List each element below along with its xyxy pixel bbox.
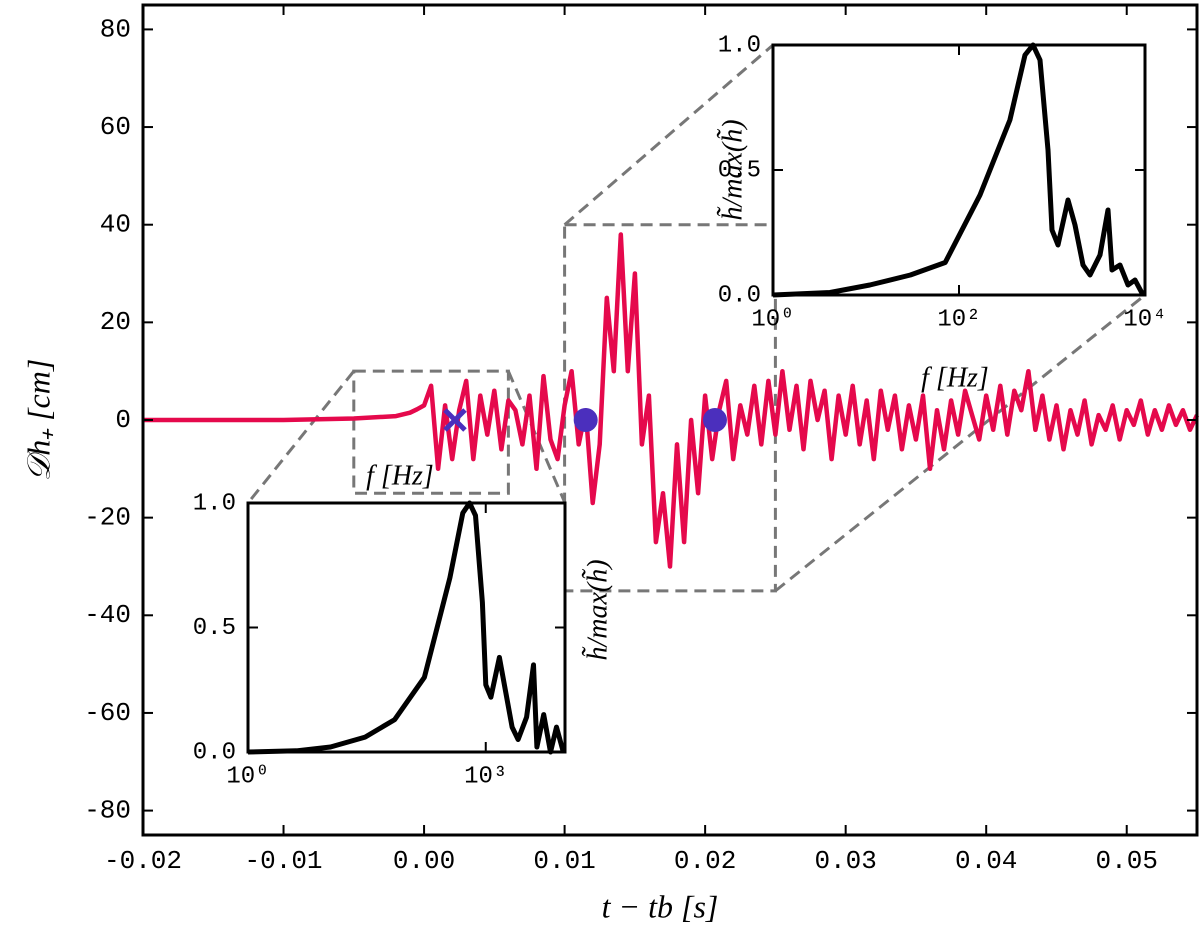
- plot-frame: [246, 501, 567, 754]
- x-tick-label: 10⁰: [751, 306, 794, 333]
- y-tick-label: 60: [100, 112, 131, 142]
- x-tick-label: -0.02: [104, 846, 182, 876]
- marker-circle: [702, 408, 727, 432]
- x-tick-label: 0.05: [1096, 846, 1158, 876]
- marker-x: [443, 408, 467, 432]
- line-series: [143, 232, 1200, 569]
- y-tick-label: 0: [115, 405, 131, 435]
- line-series: [772, 42, 1146, 298]
- y-tick-label: 1.0: [193, 490, 236, 517]
- y-tick-label: 0.5: [718, 157, 761, 184]
- plot-area: [248, 503, 565, 752]
- plot-content: [772, 42, 1146, 298]
- plot-content: [143, 43, 1200, 593]
- y-tick-label: 0.5: [193, 615, 236, 642]
- line-series: [247, 500, 566, 755]
- y-tick-label: 1.0: [718, 32, 761, 59]
- y-axis-label: h̃/max(h̃): [717, 119, 749, 220]
- y-axis-label: h̃/max(h̃): [582, 559, 614, 660]
- x-axis-label: f [Hz]: [366, 460, 434, 491]
- y-tick-label: -60: [84, 698, 131, 728]
- x-tick-label: 0.02: [674, 846, 736, 876]
- y-tick-label: 20: [100, 307, 131, 337]
- plot-content: [247, 500, 566, 755]
- y-tick-label: 0.0: [718, 282, 761, 309]
- x-tick-label: 10²: [937, 306, 980, 333]
- y-tick-label: 80: [100, 14, 131, 44]
- x-axis-label: t − tb [s]: [602, 888, 719, 924]
- plot-frame: [141, 3, 1199, 837]
- marker-circle: [573, 408, 598, 432]
- plot-area: [773, 45, 1145, 295]
- x-axis-label: f [Hz]: [921, 362, 989, 393]
- x-tick-label: 0.04: [955, 846, 1017, 876]
- y-tick-label: 0.0: [193, 739, 236, 766]
- x-tick-label: 10⁰: [226, 763, 269, 790]
- y-tick-label: -20: [84, 503, 131, 533]
- zoom-box: [352, 369, 510, 495]
- x-tick-label: 0.01: [533, 846, 595, 876]
- plot-frame: [771, 43, 1147, 297]
- y-tick-label: -40: [84, 600, 131, 630]
- y-axis-label: 𝒟h₊ [cm]: [20, 359, 56, 482]
- zoom-connector: [507, 370, 567, 504]
- x-tick-label: 0.03: [814, 846, 876, 876]
- x-tick-label: 0.00: [393, 846, 455, 876]
- x-tick-label: -0.01: [245, 846, 323, 876]
- x-tick-label: 10³: [464, 763, 507, 790]
- zoom-connector: [246, 370, 355, 504]
- zoom-connector: [563, 43, 774, 226]
- y-tick-label: 40: [100, 210, 131, 240]
- x-tick-label: 10⁴: [1123, 306, 1166, 333]
- zoom-connector: [774, 293, 1146, 593]
- y-tick-label: -80: [84, 795, 131, 825]
